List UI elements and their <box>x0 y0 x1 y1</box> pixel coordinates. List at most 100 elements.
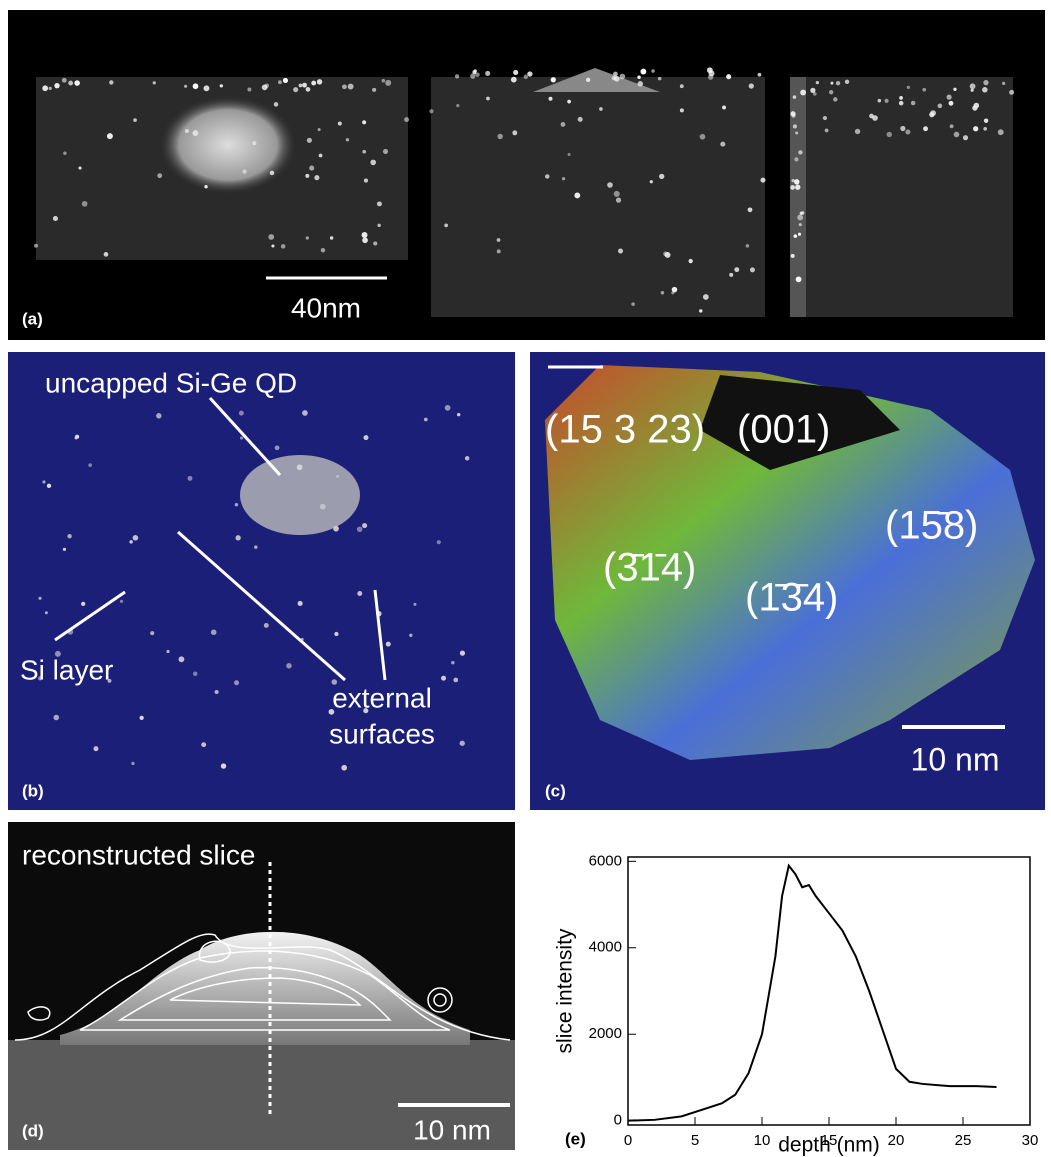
atom-dot <box>82 201 88 207</box>
atom-dot <box>983 127 987 131</box>
atom-dot <box>798 150 802 154</box>
atom-dot <box>878 99 882 103</box>
image <box>790 77 1013 317</box>
atom-dot <box>437 540 441 544</box>
atom-dot <box>204 185 207 188</box>
atom-dot <box>703 294 709 300</box>
atom-dot <box>153 81 156 84</box>
atom-dot <box>457 413 460 416</box>
atom-dot <box>545 174 549 178</box>
atom-dot <box>672 287 678 293</box>
atom-dot <box>211 629 217 635</box>
atom-dot <box>561 122 566 127</box>
facet-label: (15 3 23) <box>545 408 705 452</box>
atom-dot <box>157 173 162 178</box>
atom-dot <box>150 631 154 635</box>
atom-dot <box>404 117 409 122</box>
atom-dot <box>950 124 954 128</box>
atom-dot <box>240 436 243 439</box>
atom-dot <box>813 92 817 96</box>
atom-dot <box>790 185 795 190</box>
atom-dot <box>800 90 806 96</box>
atom-dot <box>793 124 797 128</box>
atom-dot <box>409 634 412 637</box>
atom-dot <box>314 175 319 180</box>
atom-dot <box>513 70 518 75</box>
atom-dot <box>922 88 926 92</box>
atom-dot <box>133 118 137 122</box>
atom-dot <box>911 101 915 105</box>
atom-dot <box>293 87 298 92</box>
atom-dot <box>79 167 82 170</box>
atom-dot <box>104 252 109 257</box>
atom-dot <box>221 763 226 768</box>
atom-dot <box>616 197 621 202</box>
atom-dot <box>953 88 956 91</box>
atom-dot <box>680 84 684 88</box>
atom-dot <box>795 132 798 135</box>
atom-dot <box>816 81 819 84</box>
atom-dot <box>527 71 532 76</box>
atom-dot <box>855 129 860 134</box>
atom-dot <box>274 102 278 106</box>
atom-dot <box>247 88 251 92</box>
atom-dot <box>631 302 635 306</box>
atom-dot <box>38 597 41 600</box>
atom-dot <box>298 601 303 606</box>
atom-dot <box>707 67 713 73</box>
atom-dot <box>265 84 269 88</box>
image <box>431 77 765 317</box>
atom-dot <box>907 86 910 89</box>
atom-dot <box>486 97 490 101</box>
atom-dot <box>465 456 470 461</box>
atom-dot <box>970 83 976 89</box>
atom-dot <box>67 534 71 538</box>
data-line <box>628 866 997 1121</box>
atom-dot <box>317 79 322 84</box>
atom-dot <box>825 129 829 133</box>
atom-dot <box>264 623 269 628</box>
atom-dot <box>512 130 517 135</box>
atom-dot <box>192 130 198 136</box>
y-tick-label: 0 <box>614 1112 622 1129</box>
atom-dot <box>383 149 388 154</box>
atom-dot <box>984 118 988 122</box>
atom-dot <box>215 690 219 694</box>
atom-dot <box>836 81 840 85</box>
atom-dot <box>362 232 368 238</box>
atom-dot <box>451 661 454 664</box>
atom-dot <box>178 656 184 662</box>
atom-dot <box>297 464 303 470</box>
atom-dot <box>794 157 798 161</box>
atom-dot <box>338 121 342 125</box>
atom-dot <box>640 69 646 75</box>
atom-dot <box>302 410 308 416</box>
atom-dot <box>548 97 552 101</box>
atom-dot <box>74 80 80 86</box>
atom-dot <box>239 411 244 416</box>
facet-label: (001) <box>737 408 830 452</box>
atom-dot <box>923 126 928 131</box>
atom-dot <box>283 78 288 83</box>
atom-dot <box>453 678 458 683</box>
panel-label: (c) <box>545 781 566 800</box>
atom-dot <box>1002 82 1005 85</box>
atom-dot <box>357 591 362 596</box>
atom-dot <box>949 101 954 106</box>
atom-dot <box>107 133 113 139</box>
atom-dot <box>801 211 804 214</box>
atom-dot <box>342 84 347 89</box>
atom-dot <box>62 78 67 83</box>
atom-dot <box>998 129 1004 135</box>
y-tick-label: 6000 <box>589 852 622 869</box>
atom-dot <box>947 95 952 100</box>
atom-dot <box>286 663 292 669</box>
atom-dot <box>551 77 556 82</box>
atom-dot <box>485 71 490 76</box>
atom-dot <box>638 81 643 86</box>
atom-dot <box>929 112 934 117</box>
atom-dot <box>758 73 762 77</box>
atom-dot <box>689 259 693 263</box>
atom-dot <box>845 80 849 84</box>
atom-dot <box>93 746 98 751</box>
